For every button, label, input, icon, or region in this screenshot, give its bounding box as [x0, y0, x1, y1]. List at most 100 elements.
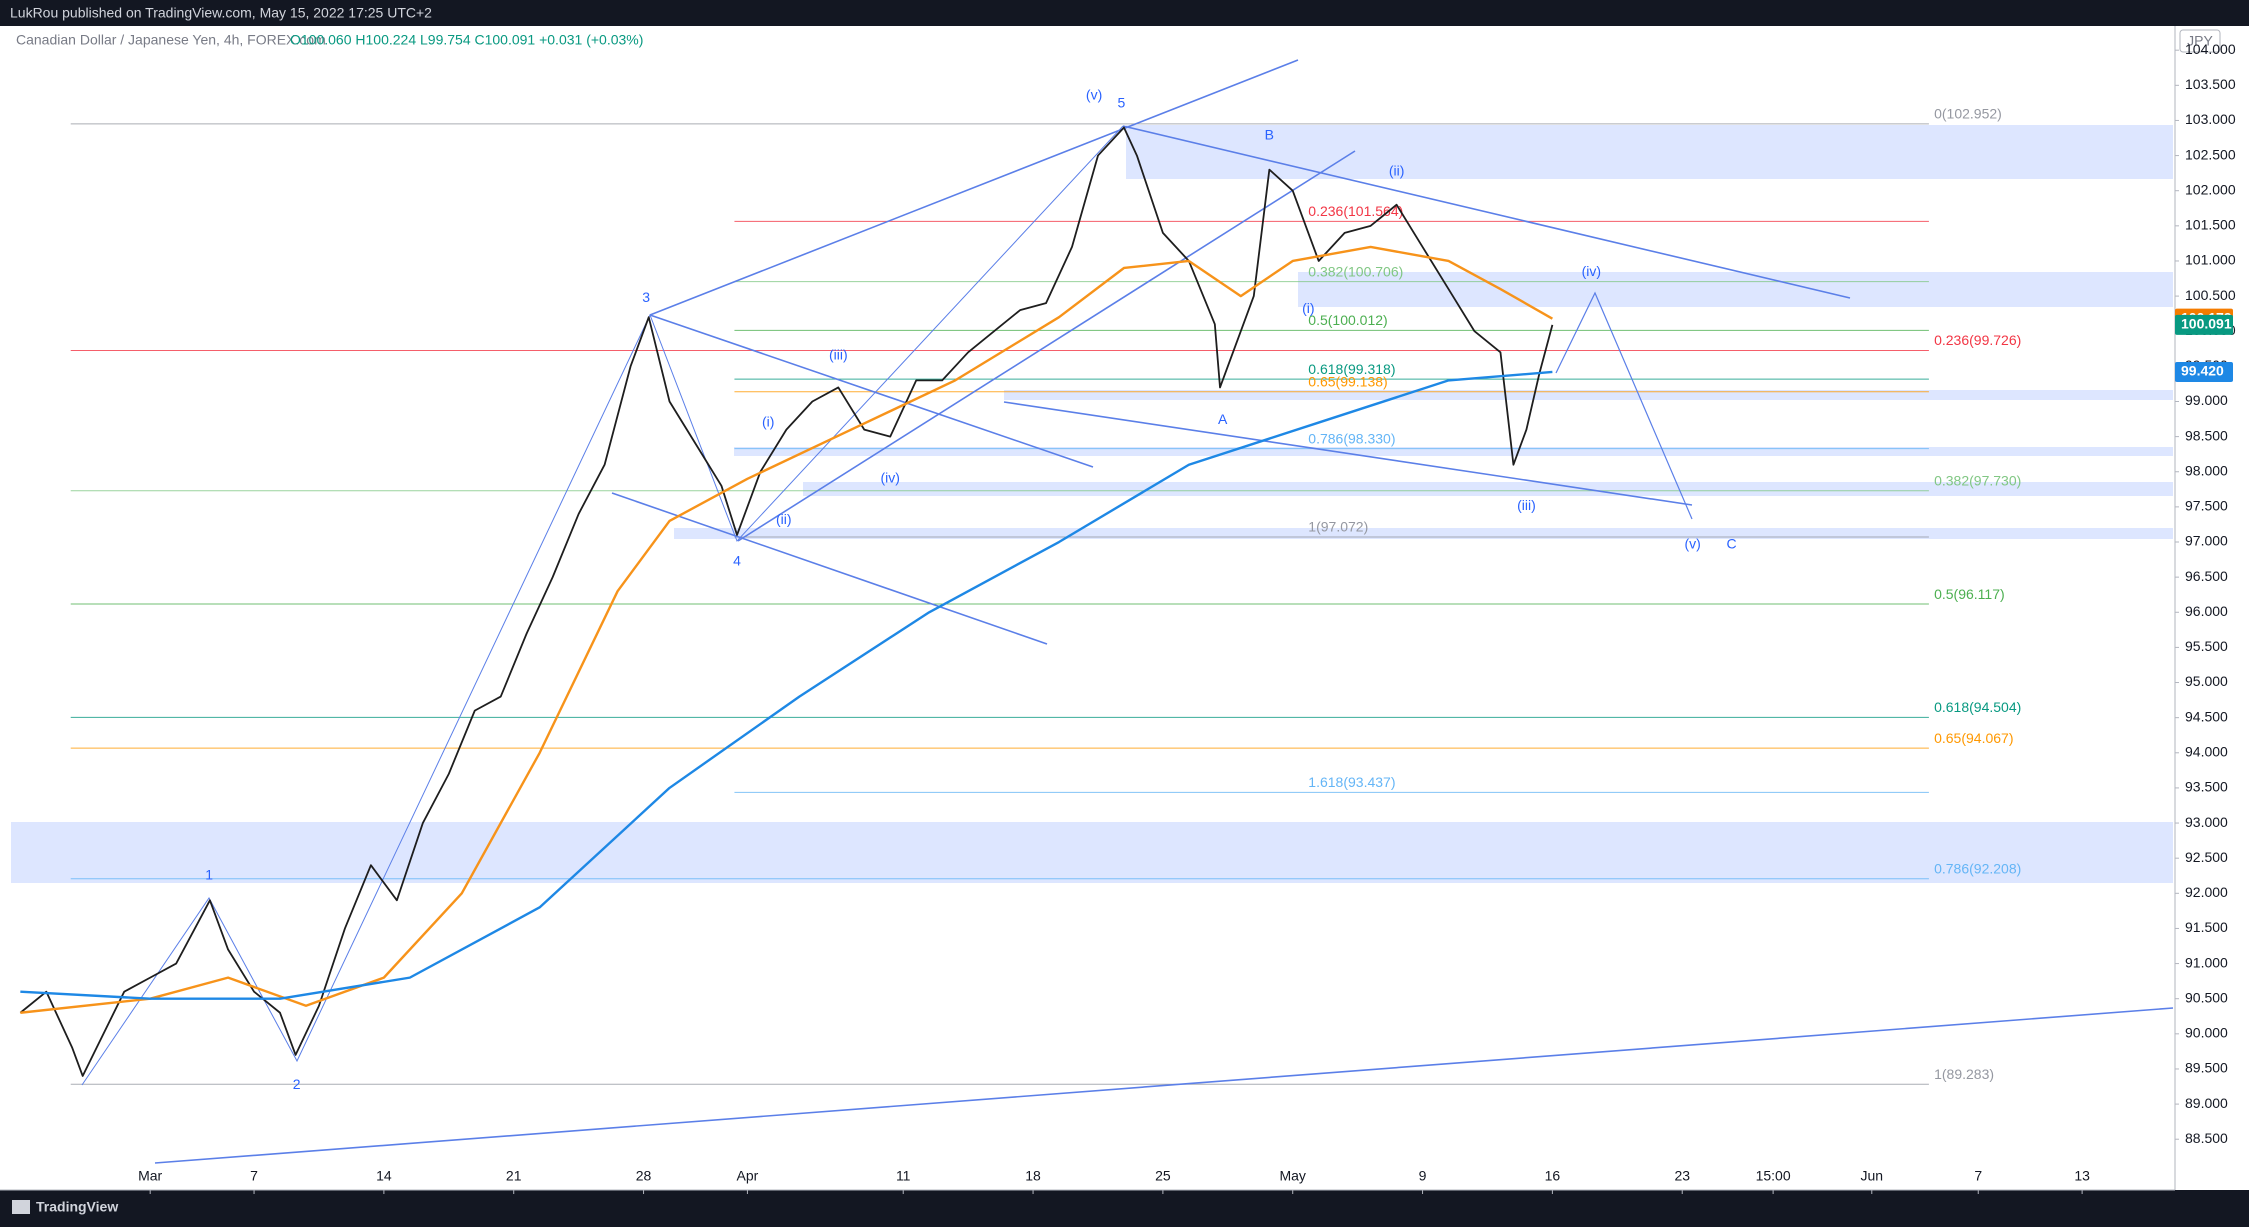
x-tick-label: Jun	[1860, 1168, 1883, 1184]
x-tick-label: 25	[1155, 1168, 1171, 1184]
x-tick-label: 16	[1545, 1168, 1561, 1184]
y-tick-label: 93.500	[2185, 779, 2228, 795]
price-badge-label: 99.420	[2181, 363, 2224, 379]
wave-path	[81, 125, 1124, 1086]
wave-label: (i)	[1302, 300, 1314, 316]
wave-label: 5	[1117, 94, 1125, 110]
fib-label: 0.618(94.504)	[1934, 699, 2021, 715]
y-tick-label: 96.000	[2185, 603, 2228, 619]
y-tick-label: 103.500	[2185, 76, 2236, 92]
trend-lines	[81, 59, 2174, 1164]
zone	[734, 447, 2173, 456]
y-tick-label: 92.500	[2185, 849, 2228, 865]
y-tick-label: 89.000	[2185, 1095, 2228, 1111]
wave-label: C	[1727, 536, 1737, 552]
wave-label: (iv)	[881, 469, 900, 485]
y-tick-label: 101.500	[2185, 217, 2236, 233]
price-line	[20, 370, 1553, 1000]
trend-line	[649, 59, 1299, 316]
wave-label: (ii)	[1389, 162, 1405, 178]
y-tick-label: 89.500	[2185, 1060, 2228, 1076]
y-tick-label: 100.500	[2185, 287, 2236, 303]
fib-label: 0.618(99.318)	[1308, 361, 1395, 377]
price-badge	[2175, 314, 2233, 335]
fib-label: 1(89.283)	[1934, 1066, 1994, 1082]
y-tick-label: 99.000	[2185, 392, 2228, 408]
fib-label: 0.65(99.138)	[1308, 373, 1387, 389]
x-tick-label: 13	[2074, 1168, 2090, 1184]
wave-label: B	[1265, 127, 1274, 143]
y-tick-label: 94.000	[2185, 743, 2228, 759]
y-tick-label: 90.000	[2185, 1025, 2228, 1041]
y-tick-label: 98.000	[2185, 462, 2228, 478]
x-tick-label: Mar	[138, 1168, 162, 1184]
fib-label: 0.236(101.564)	[1308, 203, 1403, 219]
y-tick-label: 101.000	[2185, 252, 2236, 268]
y-tick-label: 94.500	[2185, 708, 2228, 724]
symbol: Canadian Dollar / Japanese Yen, 4h, FORE…	[16, 32, 326, 48]
x-tick-label: 9	[1419, 1168, 1427, 1184]
x-tick-label: 15:00	[1756, 1168, 1791, 1184]
price-badge-label: 100.091	[2181, 316, 2232, 332]
wave-label: (iii)	[829, 347, 848, 363]
y-tick-label: 102.500	[2185, 146, 2236, 162]
zone	[11, 822, 2173, 883]
fib-label: 0.236(99.726)	[1934, 332, 2021, 348]
y-tick-label: 93.000	[2185, 814, 2228, 830]
wave-label: A	[1218, 411, 1228, 427]
currency: JPY	[2187, 33, 2213, 49]
trend-line	[1122, 125, 1851, 299]
y-tick-label: 91.500	[2185, 919, 2228, 935]
wave-label: (ii)	[776, 511, 792, 527]
x-tick-label: 14	[376, 1168, 392, 1184]
x-tick-label: 23	[1674, 1168, 1690, 1184]
trend-line	[649, 314, 1094, 468]
x-tick-label: Apr	[737, 1168, 759, 1184]
fib-label: 0.382(97.730)	[1934, 472, 2021, 488]
y-tick-label: 103.000	[2185, 111, 2236, 127]
price-line	[20, 245, 1553, 1014]
trend-line	[1003, 401, 1693, 506]
y-tick-label: 90.500	[2185, 989, 2228, 1005]
chart-area	[0, 26, 2249, 1190]
wave-label: (iii)	[1517, 497, 1536, 513]
price-line	[19, 126, 1554, 1077]
zone	[674, 528, 2173, 539]
fib-label: 0(102.952)	[1934, 106, 2002, 122]
wave-label: 3	[642, 289, 650, 305]
plot: 1 2 3 4 5 (v) (i) (ii) (iii) (iv) A B (i) (ii) (iii) (i…	[19, 87, 1737, 1092]
y-tick-label: 97.500	[2185, 498, 2228, 514]
wave-label: (v)	[1086, 87, 1102, 103]
trend-line	[737, 150, 1356, 542]
currency-box	[2179, 29, 2221, 53]
fib-label: 0.786(98.330)	[1308, 430, 1395, 446]
y-tick-label: 88.500	[2185, 1130, 2228, 1146]
x-tick-label: 7	[250, 1168, 258, 1184]
projection-path	[1555, 291, 1693, 520]
fib-label: 1(97.072)	[1308, 519, 1368, 535]
y-tick-label: 95.000	[2185, 673, 2228, 689]
zone	[1298, 272, 2173, 307]
zone	[1126, 125, 2173, 179]
zones	[11, 125, 2173, 883]
trend-line	[611, 492, 1048, 645]
fib-label: 0.5(96.117)	[1934, 586, 2005, 602]
publisher: LukRou published on TradingView.com, May…	[10, 5, 432, 21]
fib-label: 0.5(100.012)	[1308, 312, 1387, 328]
wave-label: (iv)	[1582, 263, 1601, 279]
fib-label: 0.65(94.067)	[1934, 730, 2013, 746]
wave-label: 1	[205, 866, 213, 882]
x-tick-label: 11	[896, 1168, 911, 1184]
y-tick-label: 96.500	[2185, 568, 2228, 584]
wave-label: 4	[733, 552, 741, 568]
x-tick-label: 21	[506, 1168, 522, 1184]
y-tick-label: 91.000	[2185, 954, 2228, 970]
x-tick-label: 28	[636, 1168, 652, 1184]
zone	[1004, 390, 2173, 400]
x-tick-label: 7	[1974, 1168, 1982, 1184]
wave-label: (v)	[1684, 536, 1700, 552]
fib-label: 0.382(100.706)	[1308, 263, 1403, 279]
wave-label: (i)	[762, 413, 774, 429]
trend-line	[154, 1007, 2174, 1164]
